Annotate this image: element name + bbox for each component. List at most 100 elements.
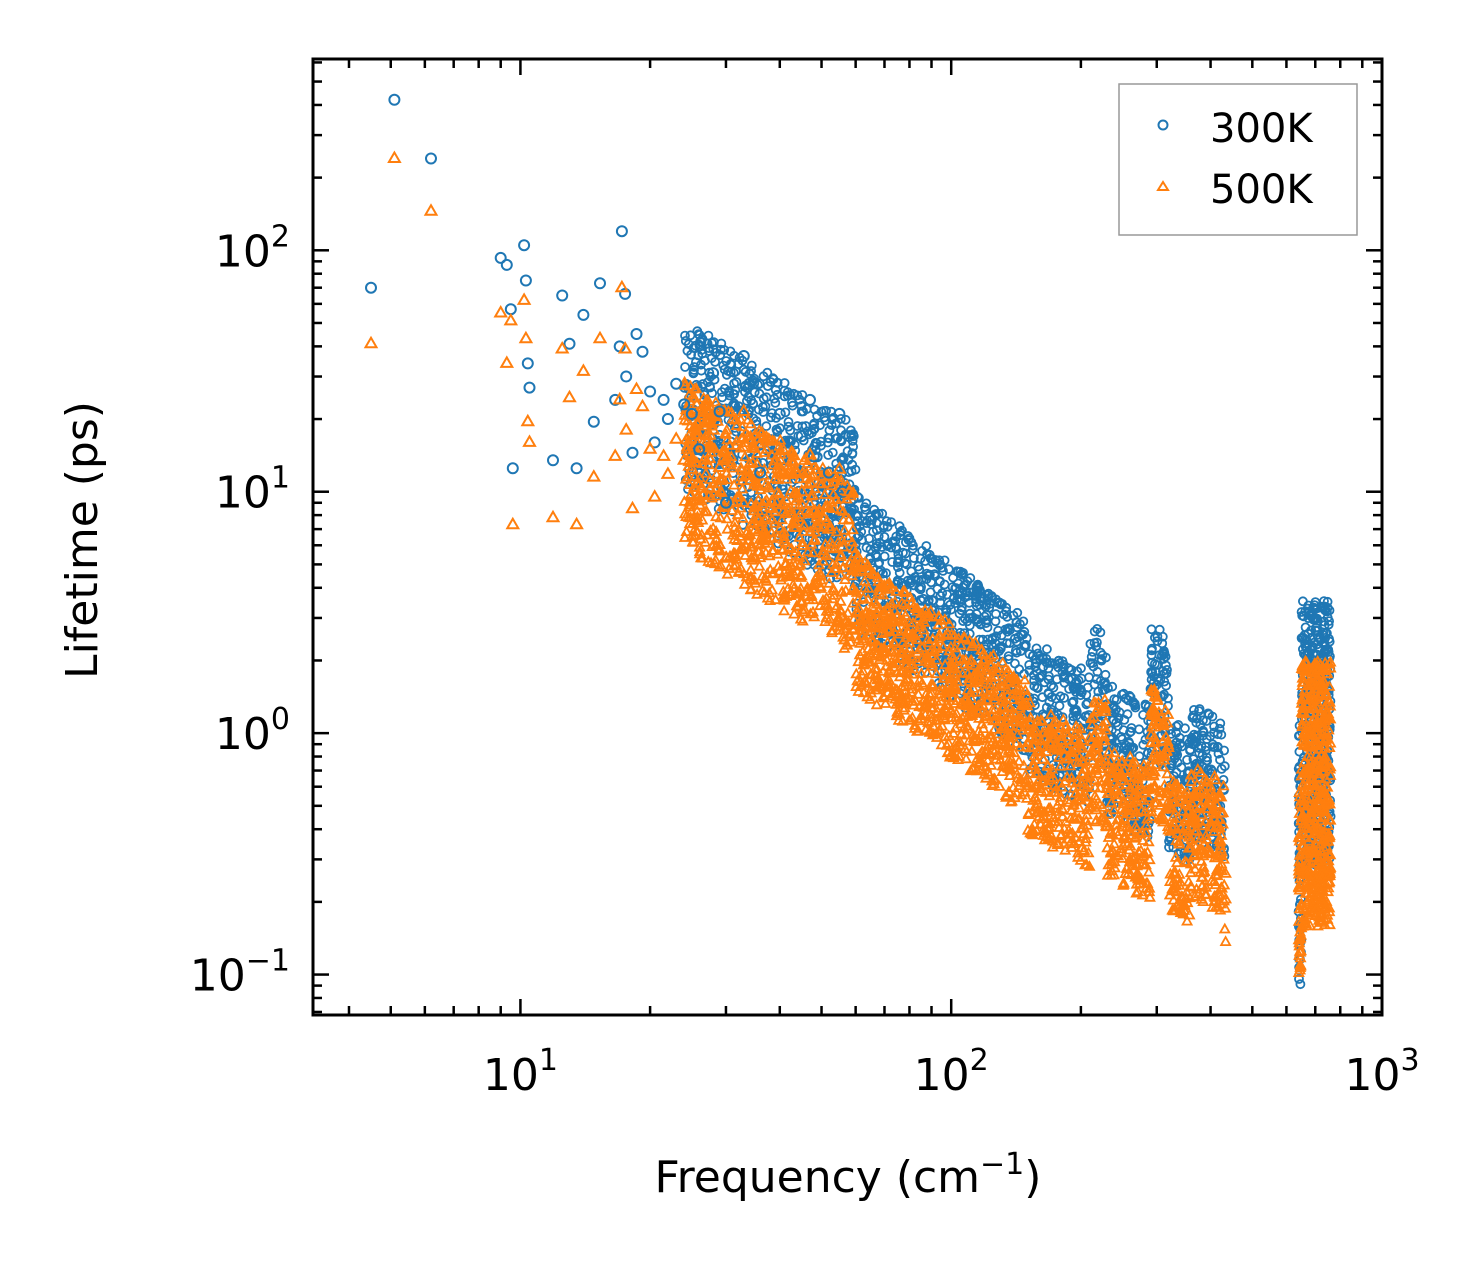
dense-point-500k (759, 546, 772, 558)
dense-point-300k (854, 521, 865, 531)
dense-point-300k (1063, 674, 1074, 685)
dense-point-300k (1209, 721, 1219, 732)
dense-point-300k (1003, 651, 1014, 661)
dense-point-300k (1140, 699, 1151, 710)
dense-point-300k (731, 377, 742, 387)
dense-point-300k (1003, 654, 1014, 665)
dense-point-300k (1308, 648, 1319, 659)
dense-point-300k (852, 516, 863, 526)
dense-point-300k (1158, 647, 1169, 658)
dense-point-300k (758, 402, 768, 412)
dense-point-300k (1204, 709, 1214, 720)
dense-point-300k (901, 559, 912, 570)
dense-point-300k (1296, 633, 1307, 643)
dense-point-300k (1046, 680, 1057, 691)
dense-point-300k (1088, 661, 1099, 672)
dense-point-300k (697, 333, 708, 344)
dense-point-300k (959, 628, 970, 638)
dense-point-300k (762, 381, 773, 392)
dense-point-300k (938, 566, 948, 576)
dense-point-300k (1030, 661, 1041, 672)
dense-point-300k (1169, 753, 1180, 764)
dense-point-300k (1057, 666, 1068, 677)
dense-point-300k (917, 546, 927, 556)
dense-point-300k (893, 556, 904, 567)
dense-point-300k (954, 608, 965, 619)
dense-point-300k (1046, 692, 1057, 702)
dense-point-300k (774, 423, 785, 434)
dense-point-300k (783, 435, 794, 446)
dense-point-300k (1002, 611, 1012, 622)
dense-point-300k (904, 533, 915, 544)
dense-point-300k (1214, 723, 1225, 734)
dense-point-300k (1312, 613, 1322, 624)
dense-point-300k (1300, 622, 1311, 633)
dense-point-300k (965, 608, 975, 619)
dense-point-300k (894, 567, 905, 578)
dense-point-300k (1068, 696, 1079, 707)
dense-point-300k (960, 613, 970, 624)
dense-point-300k (1019, 641, 1030, 652)
dense-point-300k (740, 366, 751, 377)
dense-point-300k (719, 383, 730, 394)
dense-point-300k (725, 367, 736, 378)
dense-point-300k (733, 359, 744, 370)
dense-point-300k (1032, 683, 1043, 694)
dense-point-300k (906, 577, 916, 588)
dense-point-300k (1054, 700, 1065, 711)
dense-point-500k (1142, 865, 1155, 877)
dense-point-300k (861, 498, 872, 509)
dense-point-300k (1057, 712, 1068, 722)
dense-point-300k (877, 508, 888, 519)
dense-point-300k (688, 343, 699, 353)
dense-point-500k (1086, 718, 1099, 730)
dense-point-300k (1146, 650, 1157, 660)
dense-point-300k (1092, 624, 1103, 634)
dense-point-300k (976, 618, 986, 629)
dense-point-300k (1322, 606, 1332, 617)
dense-point-300k (1012, 607, 1023, 618)
dense-point-500k (730, 419, 743, 431)
dense-point-500k (1085, 712, 1098, 723)
dense-point-300k (1212, 729, 1223, 740)
dense-point-300k (1192, 713, 1202, 724)
dense-point-300k (887, 557, 898, 567)
dense-point-300k (798, 406, 808, 417)
dense-point-300k (1323, 619, 1334, 630)
dense-point-300k (909, 553, 919, 563)
dense-point-300k (1010, 645, 1021, 656)
dense-point-300k (794, 394, 805, 405)
dense-point-300k (1216, 729, 1227, 740)
dense-point-300k (728, 389, 739, 400)
dense-point-300k (1298, 596, 1308, 607)
dense-point-300k (1157, 638, 1168, 649)
dense-point-300k (958, 616, 968, 626)
dense-point-300k (992, 597, 1002, 608)
dense-point-300k (878, 522, 889, 533)
dense-point-300k (923, 596, 934, 607)
dense-point-500k (1219, 935, 1232, 946)
dense-point-300k (881, 568, 891, 578)
dense-point-300k (941, 604, 951, 615)
dense-point-300k (927, 557, 938, 568)
dense-point-300k (1134, 724, 1144, 735)
dense-point-300k (965, 573, 976, 583)
dense-point-300k (780, 407, 791, 418)
dense-point-300k (1313, 632, 1324, 643)
dense-point-300k (991, 609, 1001, 619)
dense-point-300k (1037, 692, 1048, 703)
dense-point-300k (1316, 601, 1327, 612)
dense-point-300k (1047, 658, 1058, 668)
dense-point-300k (1042, 644, 1052, 655)
dense-scatter-band (678, 326, 1337, 990)
dense-point-300k (939, 555, 950, 566)
dense-point-300k (982, 595, 992, 606)
dense-point-300k (1176, 762, 1187, 773)
dense-point-300k (1034, 673, 1045, 683)
dense-point-300k (974, 600, 985, 610)
dense-point-300k (1058, 672, 1069, 683)
dense-point-500k (721, 522, 734, 534)
dense-point-300k (706, 353, 717, 364)
dense-point-300k (977, 634, 988, 645)
